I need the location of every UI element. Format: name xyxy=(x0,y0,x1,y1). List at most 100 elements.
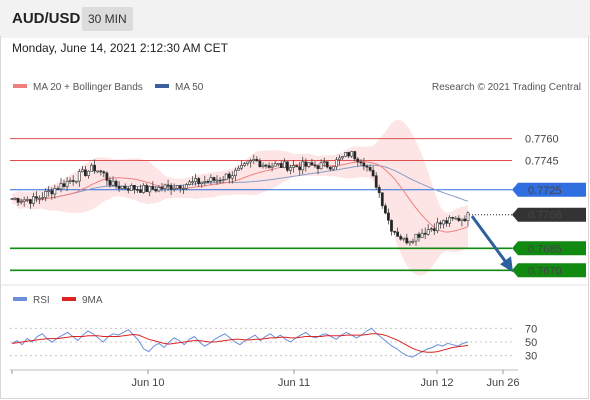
candle-body xyxy=(22,199,26,202)
price-tag-support: 0.7670 xyxy=(512,263,586,278)
rsi-tick-label: 30 xyxy=(525,351,537,363)
candle-body xyxy=(371,170,375,177)
price-tag-shape xyxy=(512,182,586,197)
candle-body xyxy=(445,220,449,224)
candle-body xyxy=(145,185,149,193)
candle-body xyxy=(74,180,78,183)
candle-body xyxy=(362,162,366,167)
x-tick-label: Jun 26 xyxy=(486,377,519,389)
candle-body xyxy=(405,237,409,244)
candle-body xyxy=(50,190,54,195)
candle-body xyxy=(396,231,400,237)
candle-body xyxy=(365,165,369,168)
candle-body xyxy=(56,188,60,190)
candle-body xyxy=(41,197,45,199)
x-tick-label: Jun 12 xyxy=(420,377,453,389)
candle-body xyxy=(252,159,256,161)
chart-datetime: Monday, June 14, 2021 2:12:30 AM CET xyxy=(12,41,228,55)
candle-body xyxy=(44,191,48,198)
candle-body xyxy=(117,186,121,189)
ma20-legend-label: MA 20 + Bollinger Bands xyxy=(33,82,143,93)
candle-body xyxy=(408,240,412,244)
candle-body xyxy=(328,166,332,170)
candle-body xyxy=(93,164,97,172)
ma50-legend-swatch xyxy=(155,84,169,88)
candle-body xyxy=(374,175,378,188)
candle-body xyxy=(460,218,464,221)
candle-body xyxy=(402,237,406,240)
rsi-tick-label: 50 xyxy=(525,337,537,349)
candle-body xyxy=(292,165,296,168)
candle-body xyxy=(307,162,311,167)
candle-body xyxy=(243,163,247,166)
price-tag-shape xyxy=(512,241,586,256)
candle-body xyxy=(270,165,274,168)
candle-body xyxy=(172,187,176,190)
candle-body xyxy=(203,181,207,183)
candle-body xyxy=(31,196,35,204)
candle-body xyxy=(334,159,338,167)
level-lines xyxy=(10,138,512,272)
candle-body xyxy=(142,185,146,193)
candle-body xyxy=(160,187,164,189)
candle-body xyxy=(16,197,20,203)
candle-body xyxy=(429,228,433,230)
candle-body xyxy=(417,233,421,238)
candle-body xyxy=(338,157,341,161)
candle-body xyxy=(77,171,81,182)
arrow-shaft xyxy=(470,215,508,264)
ma50-legend-label: MA 50 xyxy=(175,82,204,93)
candle-body xyxy=(368,167,372,171)
candle-body xyxy=(47,190,51,192)
ma20-legend-swatch xyxy=(13,84,27,88)
candle-body xyxy=(310,162,314,166)
timeframe-button[interactable]: 30 MIN xyxy=(82,7,133,31)
candle-body xyxy=(191,181,195,183)
candle-body xyxy=(463,218,467,222)
rsi-line xyxy=(11,327,469,358)
candle-body xyxy=(224,173,228,180)
header-bar: AUD/USD 30 MIN xyxy=(0,0,590,38)
candle-body xyxy=(13,197,17,200)
current-price-label: 0.7708 xyxy=(528,210,562,222)
candle-body xyxy=(197,178,201,184)
rsi-ma-line xyxy=(11,333,469,353)
candle-body xyxy=(258,160,262,168)
candle-body xyxy=(90,164,94,172)
candle-body xyxy=(62,183,66,187)
candle-body xyxy=(350,151,354,157)
candle-body xyxy=(435,222,439,232)
candle-body xyxy=(249,160,253,163)
rsi-tick-label: 70 xyxy=(525,323,537,335)
candle-body xyxy=(347,152,351,157)
candle-body xyxy=(215,179,219,182)
candle-body xyxy=(442,220,445,225)
candle-body xyxy=(151,186,155,190)
current-price-shape xyxy=(512,207,586,222)
price-tag-support: 0.7685 xyxy=(512,241,586,256)
x-tick-label: Jun 11 xyxy=(278,377,310,389)
candle-body xyxy=(289,167,292,171)
candle-body xyxy=(282,161,286,169)
price-tag-label: 0.7670 xyxy=(528,265,562,277)
candle-body xyxy=(325,161,329,168)
candle-body xyxy=(423,232,427,235)
candle-body xyxy=(154,189,158,192)
candle-body xyxy=(102,171,106,174)
candle-body xyxy=(230,175,234,179)
candle-body xyxy=(105,172,109,181)
price-tag-label: 0.7685 xyxy=(528,243,562,255)
candle-body xyxy=(356,158,360,163)
current-price-tag: 0.7708 xyxy=(512,207,586,222)
candle-body xyxy=(426,229,430,235)
candle-body xyxy=(71,180,75,182)
candle-body xyxy=(166,184,170,187)
candle-body xyxy=(123,185,127,189)
price-tag-label: 0.7725 xyxy=(528,185,562,197)
candle-body xyxy=(185,184,188,189)
candle-body xyxy=(175,185,179,189)
candle-body xyxy=(114,180,118,187)
candle-body xyxy=(432,228,436,232)
rsi-legend-label: RSI xyxy=(33,295,50,306)
